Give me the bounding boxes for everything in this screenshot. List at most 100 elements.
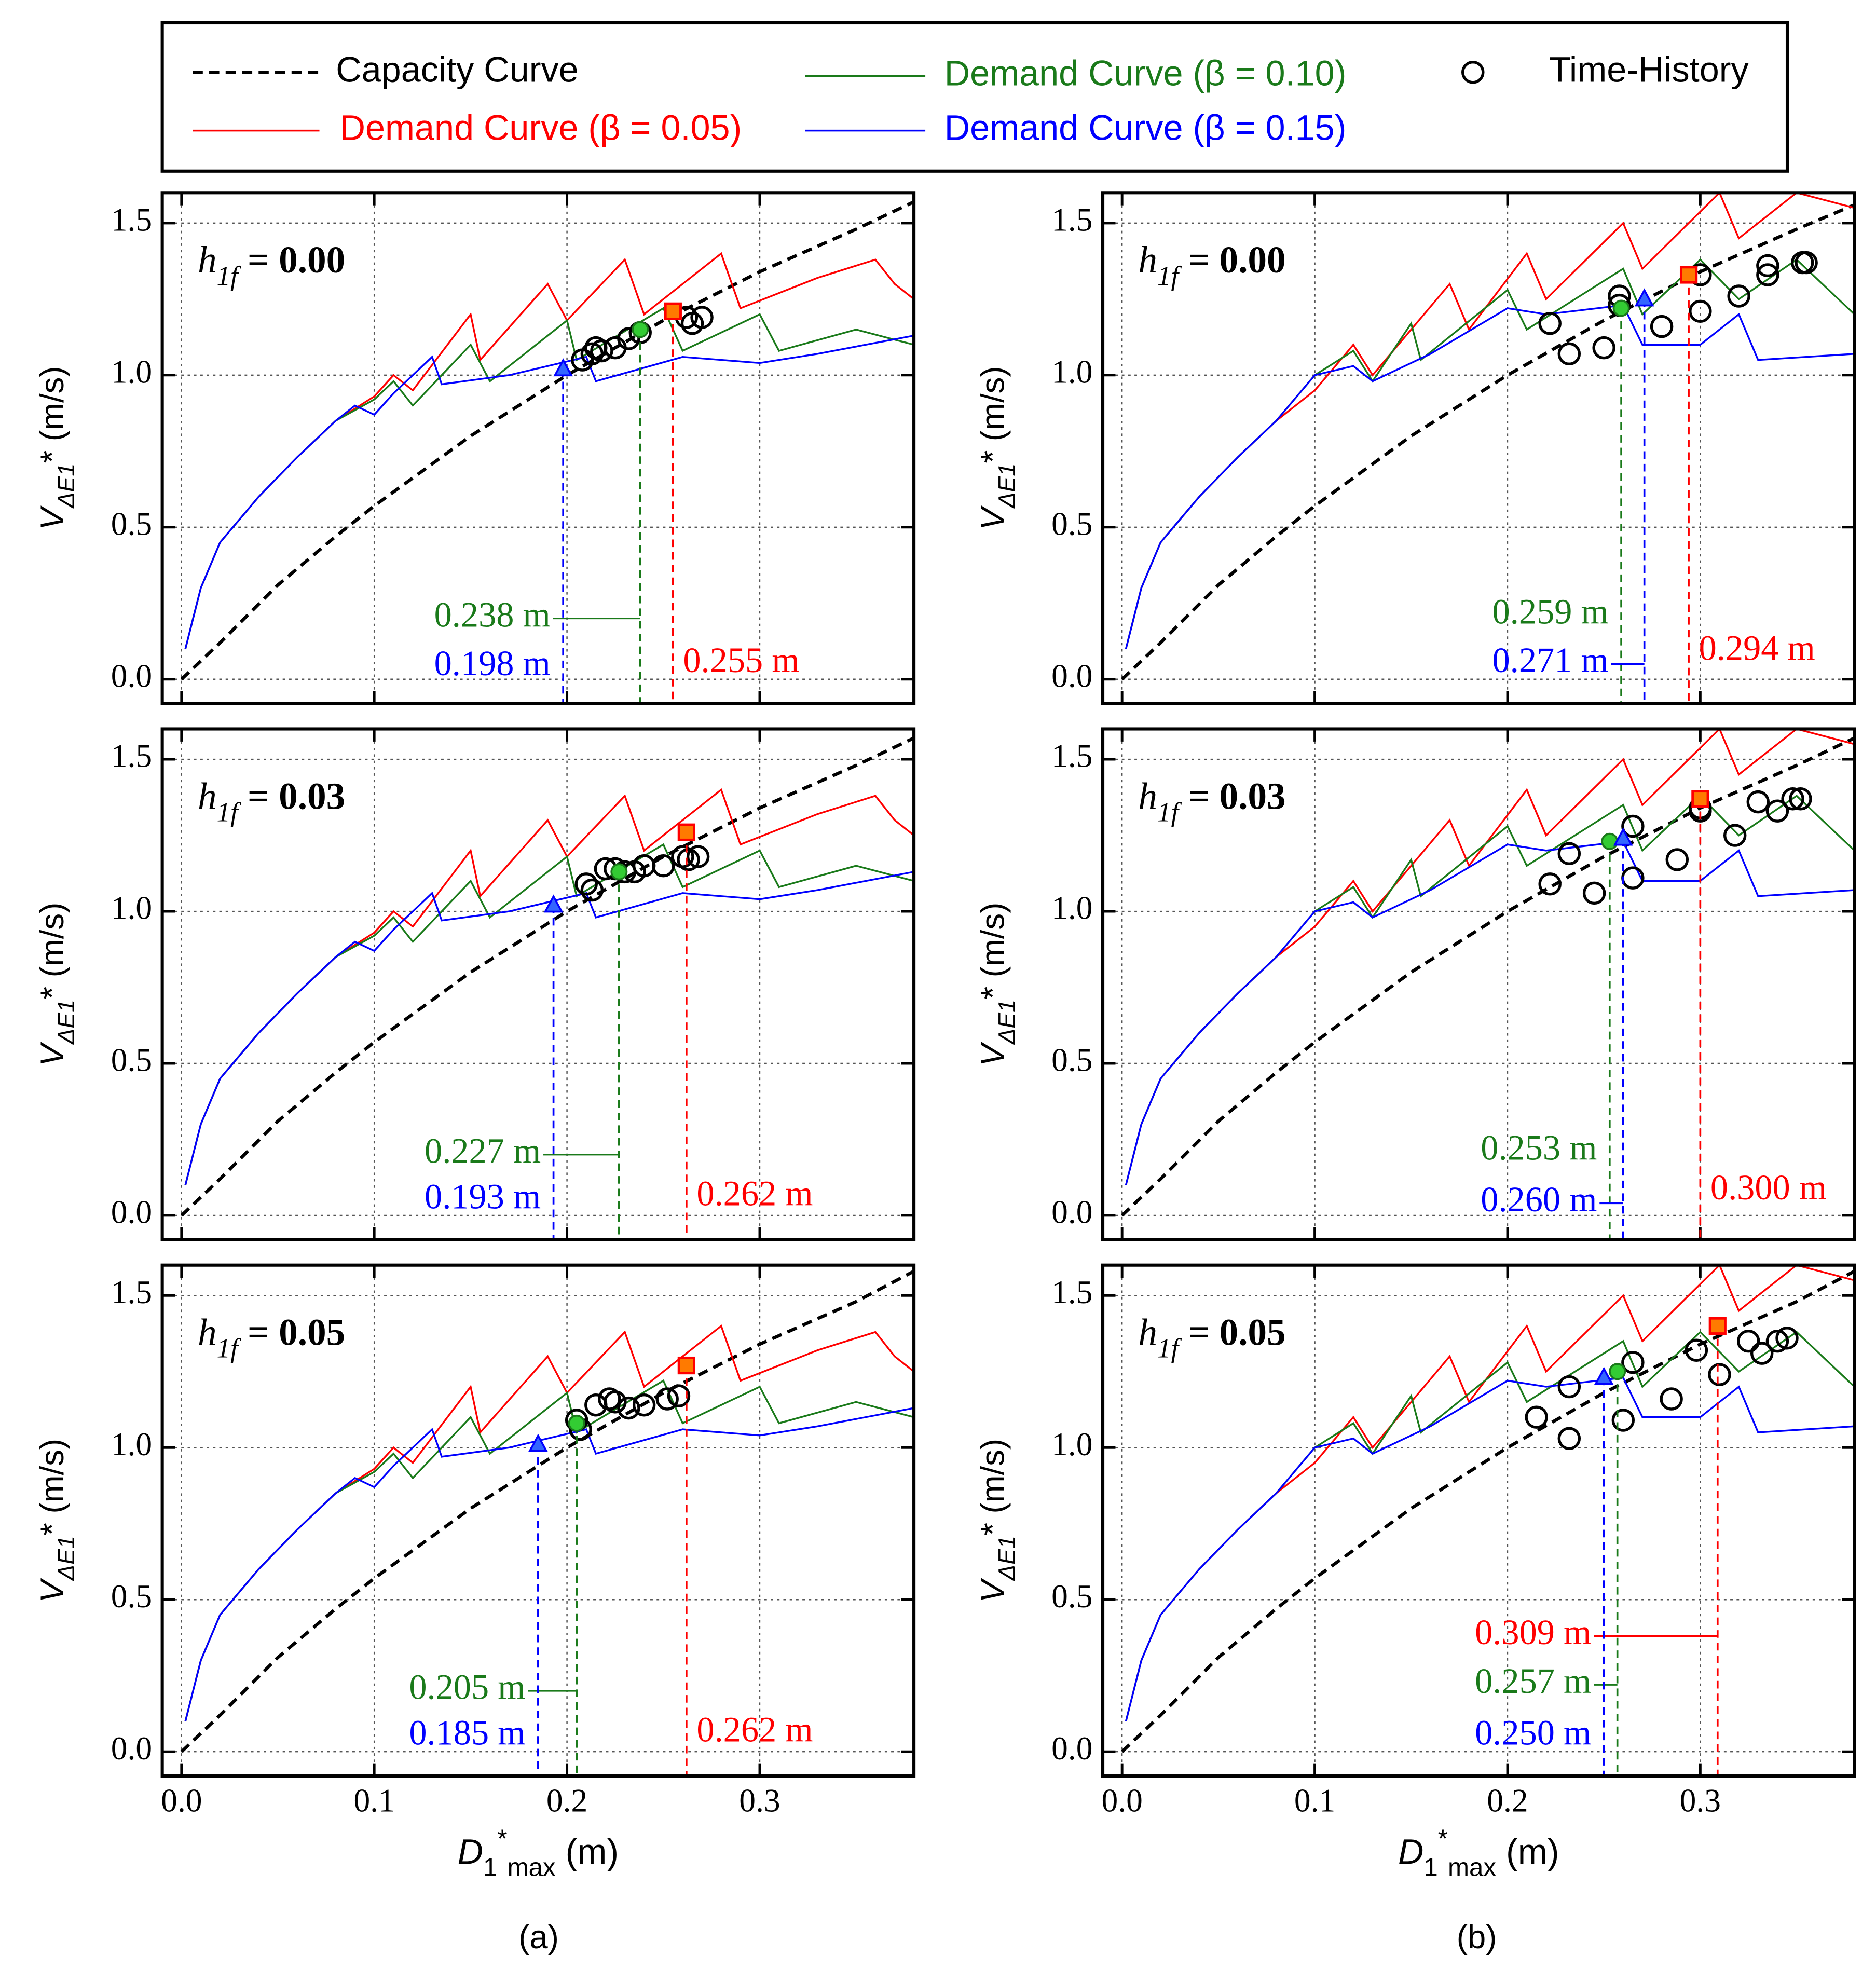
performance-point: [1612, 299, 1630, 317]
y-tick-label: 0.5: [1051, 505, 1092, 542]
text-part: ΔE1: [53, 463, 79, 509]
text-part: 1: [1423, 1853, 1437, 1881]
text-part: h: [1138, 239, 1157, 281]
performance-point: [528, 1433, 548, 1452]
text-part: h: [1138, 1311, 1157, 1353]
text-part: V: [34, 1578, 71, 1603]
y-tick-label: 1.0: [1051, 353, 1092, 390]
y-tick-label: 0.5: [111, 1578, 152, 1615]
plot-area: [1121, 193, 1855, 681]
time-history-point: [677, 848, 700, 871]
text-part: * (m/s): [34, 903, 71, 1000]
x-tick-label: 0.1: [353, 1782, 394, 1819]
time-history-point: [667, 1384, 691, 1407]
x-tick-label: 0.0: [161, 1782, 202, 1819]
legend-label: Demand Curve (β = 0.15): [944, 108, 1347, 148]
text-part: V: [975, 505, 1011, 530]
text-part: V: [34, 505, 71, 530]
capacity-curve: [180, 1269, 914, 1753]
performance-point: [664, 302, 682, 320]
demand-curve: [184, 334, 914, 649]
y-axis-label: VΔE1* (m/s): [975, 903, 1020, 1067]
x-tick-label: 0.0: [1101, 1782, 1142, 1819]
x-tick-label: 0.1: [1294, 1782, 1335, 1819]
time-history-point: [1750, 1342, 1774, 1365]
text-part: = 0.00: [238, 239, 346, 281]
time-history-point: [604, 1390, 627, 1414]
text-part: (m): [1496, 1833, 1559, 1872]
y-tick-label: 1.5: [1051, 1274, 1092, 1310]
y-tick-label: 1.5: [111, 1274, 152, 1310]
text-part: D: [458, 1833, 483, 1872]
panel: 0.0 0.5 1.0 1.5 0.0 0.1 0.2 0.3 0.262 m 0.205 m 0.…: [34, 1263, 916, 1881]
value-label: 0.205 m: [409, 1667, 525, 1707]
y-tick-label: 1.5: [1051, 737, 1092, 774]
y-axis-label: VΔE1* (m/s): [34, 1439, 79, 1603]
time-history-point: [1621, 814, 1645, 838]
text-part: h: [198, 1311, 217, 1353]
y-axis-label: VΔE1* (m/s): [975, 366, 1020, 530]
value-label: 0.193 m: [425, 1177, 541, 1216]
time-history-point: [1557, 342, 1581, 366]
demand-curve: [1125, 840, 1855, 1185]
text-part: 1f: [1157, 1334, 1182, 1364]
text-part: = 0.00: [1179, 239, 1286, 281]
y-axis-label: VΔE1* (m/s): [34, 366, 79, 530]
value-label: 0.227 m: [425, 1131, 541, 1170]
panel: 0.0 0.5 1.0 1.5 0.255 m 0.238 m 0.198 m h1f = 0…: [34, 191, 916, 705]
time-history-point: [1756, 263, 1779, 286]
y-tick-label: 0.0: [1051, 657, 1092, 694]
value-label: 0.198 m: [434, 644, 551, 683]
time-history-point: [580, 878, 604, 902]
y-tick-label: 1.0: [111, 1426, 152, 1462]
text-part: 1f: [217, 261, 241, 291]
performance-point: [1708, 1317, 1727, 1335]
text-part: = 0.03: [238, 775, 346, 817]
time-history-point: [652, 854, 675, 878]
time-history-point: [1723, 824, 1747, 847]
value-label: 0.238 m: [434, 595, 551, 634]
value-label: 0.260 m: [1481, 1180, 1597, 1219]
value-label: 0.185 m: [409, 1713, 525, 1753]
time-history-point: [1736, 1329, 1760, 1353]
y-tick-label: 1.0: [1051, 890, 1092, 926]
performance-point: [1601, 832, 1619, 850]
time-history-point: [1765, 799, 1789, 823]
time-history-point: [1660, 1387, 1683, 1411]
performance-point: [1594, 1366, 1614, 1385]
plot-frame: [1101, 1263, 1856, 1778]
text-part: V: [975, 1578, 1011, 1603]
text-part: 1f: [1157, 797, 1182, 827]
text-part: max: [1448, 1853, 1496, 1881]
x-tick-label: 0.2: [1487, 1782, 1528, 1819]
time-history-point: [1708, 1363, 1731, 1386]
y-tick-label: 0.5: [1051, 1578, 1092, 1615]
y-tick-label: 0.0: [1051, 1194, 1092, 1231]
time-history-point: [1538, 312, 1562, 335]
panel-annotation: h1f = 0.00: [198, 239, 345, 291]
value-label: 0.309 m: [1475, 1612, 1591, 1652]
value-label: 0.257 m: [1475, 1661, 1591, 1701]
text-part: = 0.03: [1179, 775, 1286, 817]
time-history-point: [1557, 1375, 1581, 1399]
performance-point: [553, 358, 573, 377]
y-tick-label: 1.0: [1051, 1426, 1092, 1462]
time-history-point: [690, 306, 714, 329]
legend-label: Demand Curve (β = 0.05): [340, 108, 742, 148]
time-history-point: [1538, 872, 1562, 896]
panel-annotation: h1f = 0.00: [1138, 239, 1285, 291]
capacity-curve: [1121, 203, 1855, 681]
time-history-point: [1685, 1338, 1708, 1362]
time-history-point: [590, 339, 613, 363]
time-history-point: [1582, 881, 1606, 905]
capacity-curve: [1121, 1269, 1855, 1753]
text-part: * (m/s): [975, 1439, 1011, 1536]
panel: 0.0 0.5 1.0 1.5 0.262 m 0.227 m 0.193 m h1f = 0…: [34, 727, 916, 1241]
plot-frame: [160, 1263, 916, 1778]
capacity-curve: [1121, 736, 1855, 1217]
performance-point: [1609, 1363, 1626, 1380]
y-tick-label: 1.5: [1051, 201, 1092, 238]
value-label: 0.255 m: [683, 640, 799, 680]
text-part: * (m/s): [34, 1439, 71, 1536]
panel-label: (a): [518, 1919, 559, 1956]
